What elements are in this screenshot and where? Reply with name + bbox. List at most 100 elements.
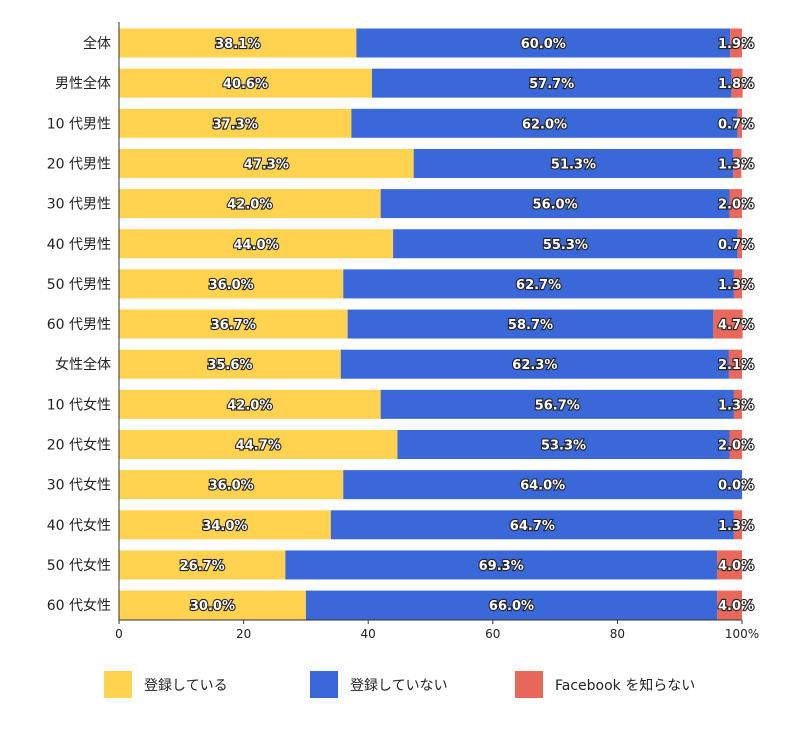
data-label: 1.9% — [718, 37, 754, 52]
legend-swatch — [104, 671, 132, 698]
category-label: 50 代男性 — [47, 277, 111, 293]
data-label: 2.0% — [718, 198, 754, 213]
bar-segment-1 — [119, 229, 394, 259]
bar-segment-2 — [343, 269, 734, 299]
legend-swatch — [515, 671, 543, 698]
bar-segment-3 — [717, 550, 742, 580]
category-label: 10 代男性 — [47, 116, 111, 132]
bar-segment-1 — [119, 269, 344, 299]
data-label: 44.0% — [234, 238, 279, 253]
legend-swatch — [310, 671, 338, 698]
bar-segment-1 — [119, 309, 348, 339]
category-label: 女性全体 — [55, 356, 111, 373]
data-label: 55.3% — [543, 238, 588, 253]
category-label: 20 代男性 — [47, 156, 111, 172]
bar-segment-3 — [713, 309, 743, 339]
bar-segment-1 — [119, 148, 414, 178]
x-tick-label: 40 — [361, 627, 376, 641]
data-label: 60.0% — [521, 37, 566, 52]
data-label: 47.3% — [244, 157, 289, 172]
category-label: 10 代女性 — [47, 396, 111, 413]
bar-segment-2 — [351, 108, 738, 138]
data-label: 44.7% — [236, 439, 281, 454]
category-label: 50 代女性 — [47, 557, 111, 574]
bar-segment-3 — [733, 389, 742, 419]
data-label: 1.8% — [718, 77, 754, 92]
data-label: 1.3% — [718, 398, 754, 413]
bar-segment-2 — [393, 229, 738, 259]
data-label: 51.3% — [551, 157, 596, 172]
category-label: 30 代女性 — [47, 477, 111, 494]
bar-segment-2 — [340, 349, 729, 379]
bar-segment-2 — [380, 389, 734, 419]
bar-segment-3 — [733, 148, 742, 178]
bar-segment-3 — [737, 108, 742, 138]
bar-segment-1 — [119, 510, 331, 540]
data-label: 36.0% — [209, 479, 254, 494]
data-label: 37.3% — [213, 117, 258, 132]
category-label: 40 代女性 — [47, 517, 111, 534]
bar-segment-3 — [730, 28, 742, 58]
legend-label: Facebook を知らない — [555, 677, 695, 694]
data-label: 56.7% — [535, 398, 580, 413]
bar-segment-2 — [380, 189, 730, 219]
category-label: 30 代男性 — [47, 197, 111, 213]
data-label: 62.7% — [516, 278, 561, 293]
data-label: 64.0% — [520, 479, 565, 494]
data-label: 53.3% — [541, 439, 586, 454]
bar-segment-3 — [731, 68, 743, 98]
data-label: 66.0% — [489, 599, 534, 614]
category-label: 60 代男性 — [47, 317, 111, 333]
data-label: 35.6% — [207, 358, 252, 373]
data-label: 0.7% — [718, 117, 754, 132]
bar-segment-3 — [733, 510, 742, 540]
data-label: 62.3% — [512, 358, 557, 373]
bar-segment-1 — [119, 590, 306, 620]
bar-segment-1 — [119, 470, 344, 500]
category-label: 全体 — [83, 35, 111, 52]
bar-segment-3 — [729, 189, 742, 219]
data-label: 1.3% — [718, 278, 754, 293]
bar-segment-1 — [119, 28, 357, 58]
data-label: 4.0% — [718, 559, 754, 574]
data-label: 42.0% — [227, 398, 272, 413]
data-label: 4.7% — [718, 318, 754, 333]
data-label: 1.3% — [718, 519, 754, 534]
data-label: 36.7% — [211, 318, 256, 333]
data-label: 2.0% — [718, 439, 754, 454]
legend-label: 登録していない — [350, 678, 448, 694]
bar-segment-1 — [119, 430, 398, 459]
x-tick-label: 0 — [115, 627, 123, 641]
data-label: 57.7% — [529, 77, 574, 92]
bar-segment-2 — [285, 550, 718, 580]
category-label: 40 代男性 — [47, 237, 111, 253]
bar-segment-2 — [330, 510, 734, 540]
data-label: 62.0% — [522, 117, 567, 132]
data-label: 38.1% — [215, 37, 260, 52]
bar-segment-2 — [347, 309, 714, 339]
bar-segment-2 — [413, 148, 734, 178]
x-tick-label: 60 — [485, 627, 500, 641]
data-label: 56.0% — [533, 198, 578, 213]
data-label: 2.1% — [718, 358, 754, 373]
data-label: 26.7% — [180, 559, 225, 574]
bar-segment-1 — [119, 389, 381, 419]
data-label: 34.0% — [202, 519, 247, 534]
data-label: 36.0% — [209, 278, 254, 293]
bar-segment-2 — [356, 28, 731, 58]
category-label: 60 代女性 — [47, 597, 111, 614]
data-label: 0.0% — [718, 479, 754, 494]
bar-segment-3 — [737, 229, 742, 259]
bar-segment-3 — [733, 269, 742, 299]
x-tick-label: 100% — [725, 627, 759, 641]
data-label: 4.0% — [718, 599, 754, 614]
data-label: 0.7% — [718, 238, 754, 253]
bar-segment-1 — [119, 550, 286, 580]
data-label: 58.7% — [508, 318, 553, 333]
bar-segment-3 — [729, 430, 742, 459]
data-label: 30.0% — [190, 599, 235, 614]
legend-label: 登録している — [144, 678, 228, 694]
bar-segment-1 — [119, 68, 372, 98]
